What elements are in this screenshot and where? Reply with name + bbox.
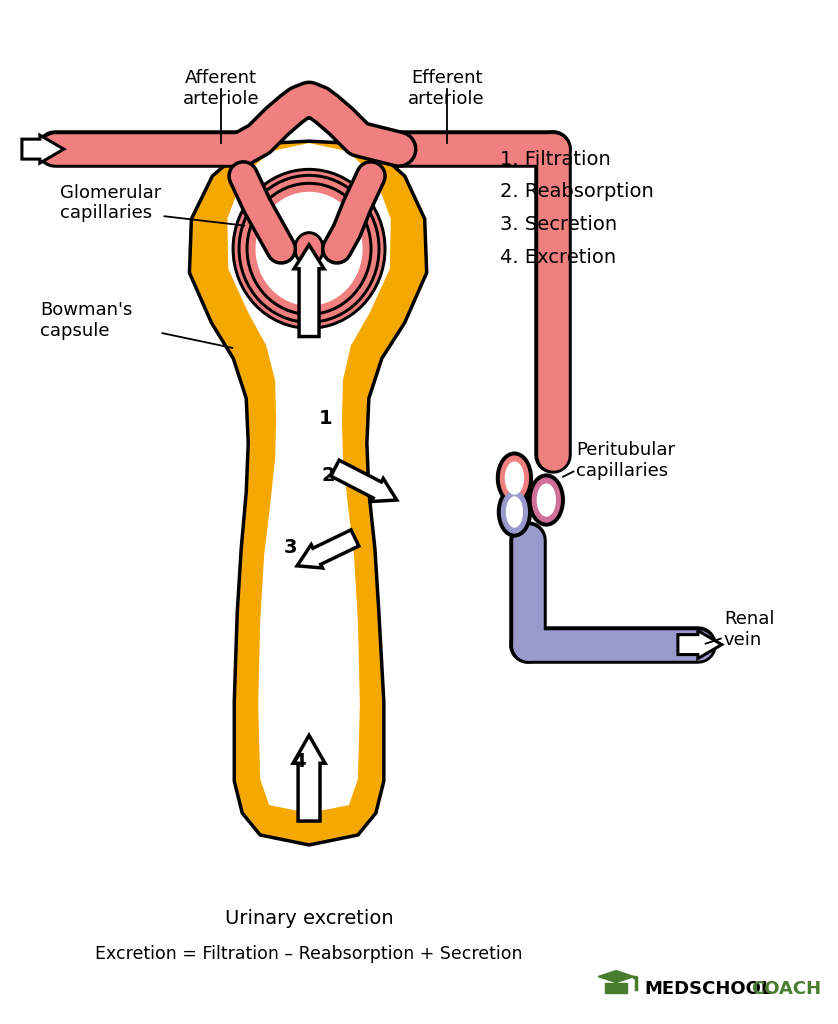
Ellipse shape (232, 169, 385, 329)
Ellipse shape (254, 191, 364, 306)
Polygon shape (605, 983, 627, 992)
Ellipse shape (496, 453, 532, 504)
Ellipse shape (241, 177, 377, 321)
Text: Renal
vein: Renal vein (724, 610, 774, 649)
Ellipse shape (262, 199, 356, 299)
Ellipse shape (265, 202, 353, 296)
Ellipse shape (246, 182, 372, 315)
Text: 3: 3 (283, 539, 297, 557)
FancyArrow shape (293, 735, 325, 821)
FancyArrow shape (294, 245, 324, 337)
Ellipse shape (235, 172, 383, 326)
Text: Efferent
arteriole: Efferent arteriole (408, 70, 485, 109)
Ellipse shape (264, 201, 354, 297)
Ellipse shape (270, 208, 348, 290)
FancyArrow shape (22, 135, 64, 163)
Ellipse shape (529, 474, 564, 526)
Ellipse shape (238, 174, 380, 324)
Ellipse shape (289, 227, 329, 270)
Polygon shape (227, 143, 391, 813)
Text: Peritubular
capillaries: Peritubular capillaries (577, 440, 675, 479)
Text: 4: 4 (292, 752, 306, 771)
Text: Excretion = Filtration – Reabsorption + Secretion: Excretion = Filtration – Reabsorption + … (96, 944, 523, 963)
Ellipse shape (256, 193, 362, 305)
Ellipse shape (296, 233, 322, 264)
Text: Afferent
arteriole: Afferent arteriole (183, 70, 260, 109)
FancyArrow shape (297, 529, 359, 568)
FancyArrow shape (331, 460, 396, 502)
Polygon shape (189, 141, 427, 845)
Text: 1. Filtration: 1. Filtration (500, 150, 611, 169)
Text: COACH: COACH (751, 980, 820, 997)
Ellipse shape (537, 484, 556, 516)
Ellipse shape (505, 462, 524, 494)
Ellipse shape (532, 478, 561, 522)
Text: MEDSCHOOL: MEDSCHOOL (644, 980, 773, 997)
Polygon shape (598, 971, 634, 983)
Ellipse shape (286, 224, 332, 273)
Ellipse shape (288, 225, 330, 272)
Text: 4. Excretion: 4. Excretion (500, 248, 617, 267)
Ellipse shape (280, 217, 338, 281)
Text: 2. Reabsorption: 2. Reabsorption (500, 182, 654, 202)
Ellipse shape (297, 234, 321, 263)
Ellipse shape (273, 210, 345, 287)
Ellipse shape (506, 497, 522, 527)
Text: 1: 1 (319, 409, 333, 428)
Text: 2: 2 (321, 466, 334, 484)
Ellipse shape (248, 184, 370, 313)
Ellipse shape (272, 209, 346, 289)
Ellipse shape (294, 231, 324, 266)
Text: Glomerular
capillaries: Glomerular capillaries (59, 183, 161, 222)
Ellipse shape (281, 218, 337, 280)
Ellipse shape (498, 487, 531, 537)
Text: 3. Secretion: 3. Secretion (500, 215, 618, 234)
Ellipse shape (249, 185, 369, 312)
Text: Bowman's
capsule: Bowman's capsule (40, 301, 132, 340)
Ellipse shape (257, 194, 361, 304)
FancyArrow shape (678, 631, 722, 658)
Text: Urinary excretion: Urinary excretion (225, 909, 393, 928)
Ellipse shape (500, 456, 529, 500)
Ellipse shape (278, 215, 340, 283)
Ellipse shape (501, 492, 527, 532)
